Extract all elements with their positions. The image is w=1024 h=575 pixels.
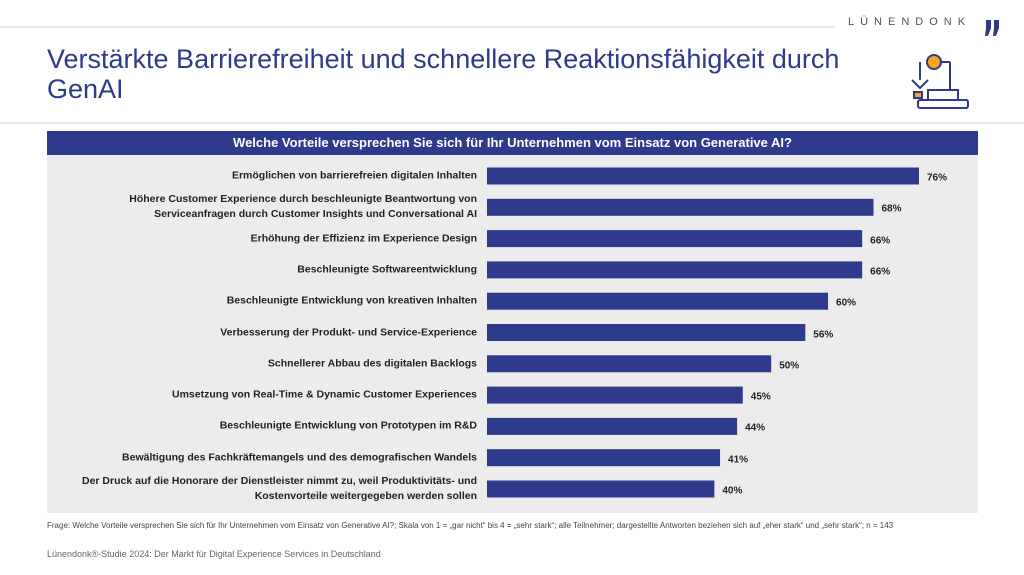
- value-label: 56%: [813, 329, 834, 341]
- category-label: Ermöglichen von barrierefreien digitalen…: [231, 169, 477, 182]
- category-label: Der Druck auf die Honorare der Dienstlei…: [82, 475, 477, 502]
- category-label: Verbesserung der Produkt- und Service-Ex…: [220, 326, 477, 338]
- category-label: Höhere Customer Experience durch beschle…: [129, 193, 477, 221]
- category-label: Umsetzung von Real-Time & Dynamic Custom…: [172, 388, 477, 401]
- source: Lünendonk®-Studie 2024: Der Markt für Di…: [47, 549, 381, 559]
- bar: [487, 230, 863, 248]
- value-label: 66%: [870, 235, 891, 247]
- bar: [487, 386, 743, 404]
- value-label: 50%: [779, 360, 800, 372]
- category-label: Beschleunigte Entwicklung von Prototypen…: [219, 419, 477, 432]
- value-label: 66%: [870, 266, 891, 278]
- footnote: Frage: Welche Vorteile versprechen Sie s…: [47, 521, 894, 530]
- category-label: Erhöhung der Effizienz im Experience Des…: [250, 232, 477, 245]
- category-label: Bewältigung des Fachkräftemangels und de…: [122, 451, 477, 464]
- value-label: 68%: [881, 203, 902, 215]
- bar: [487, 355, 772, 373]
- bar: [487, 167, 919, 185]
- question-banner: Welche Vorteile versprechen Sie sich für…: [47, 131, 978, 155]
- value-label: 76%: [926, 172, 947, 184]
- robot-icon: [911, 54, 969, 109]
- title: Verstärkte Barrierefreiheit und schnelle…: [47, 44, 840, 104]
- bar: [487, 292, 829, 310]
- brand: LÜNENDONK: [848, 16, 972, 28]
- value-label: 44%: [745, 423, 766, 435]
- bar: [487, 198, 874, 216]
- value-label: 60%: [836, 297, 857, 309]
- value-label: 45%: [750, 391, 771, 403]
- value-label: 40%: [722, 485, 743, 497]
- bar: [487, 449, 721, 467]
- category-label: Beschleunigte Softwareentwicklung: [297, 263, 477, 276]
- bar: [487, 417, 738, 435]
- value-label: 41%: [728, 454, 749, 466]
- category-label: Beschleunigte Entwicklung von kreativen …: [226, 294, 477, 307]
- bar: [487, 261, 863, 279]
- logo-quote: [985, 20, 999, 36]
- category-label: Schnellerer Abbau des digitalen Backlogs: [267, 357, 477, 370]
- bar: [487, 324, 806, 341]
- bar: [487, 480, 715, 498]
